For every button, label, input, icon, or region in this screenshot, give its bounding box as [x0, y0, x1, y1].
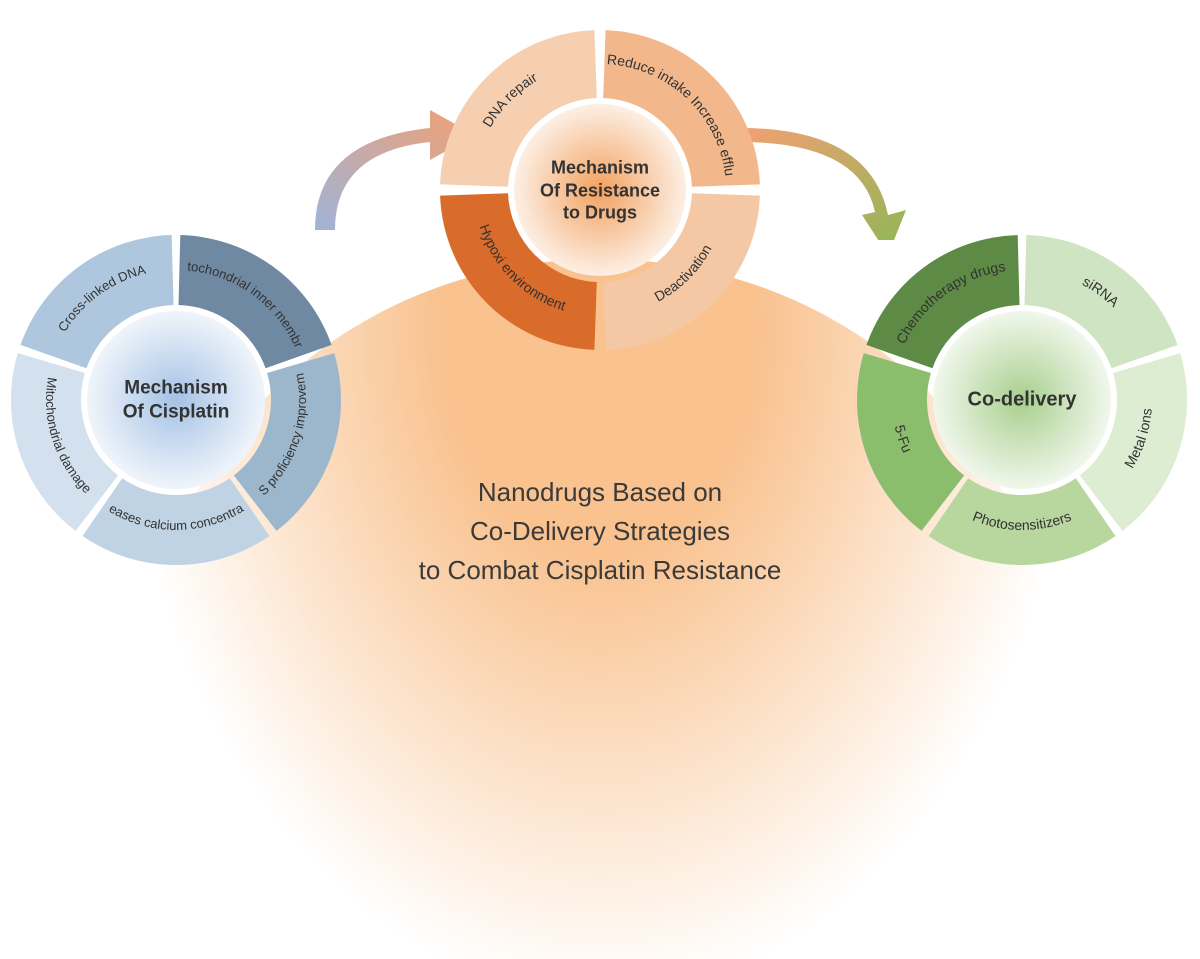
diagram-stage: Nanodrugs Based on Co-Delivery Strategie…: [0, 0, 1200, 639]
donut-left: Increases mitochondrial inner membrane p…: [1, 225, 351, 575]
donut-right: siRNAMetal ionsPhotosensitizers5-FuChemo…: [847, 225, 1197, 575]
center-disc-right: [933, 311, 1111, 489]
caption-line1: Nanodrugs Based on: [340, 473, 860, 512]
center-disc-center: [514, 104, 686, 276]
main-caption: Nanodrugs Based on Co-Delivery Strategie…: [340, 473, 860, 590]
center-disc-left: [87, 311, 265, 489]
donut-center: Reduce intake Increase effluxDeactivatio…: [430, 20, 770, 360]
caption-line3: to Combat Cisplatin Resistance: [340, 551, 860, 590]
caption-line2: Co-Delivery Strategies: [340, 512, 860, 551]
